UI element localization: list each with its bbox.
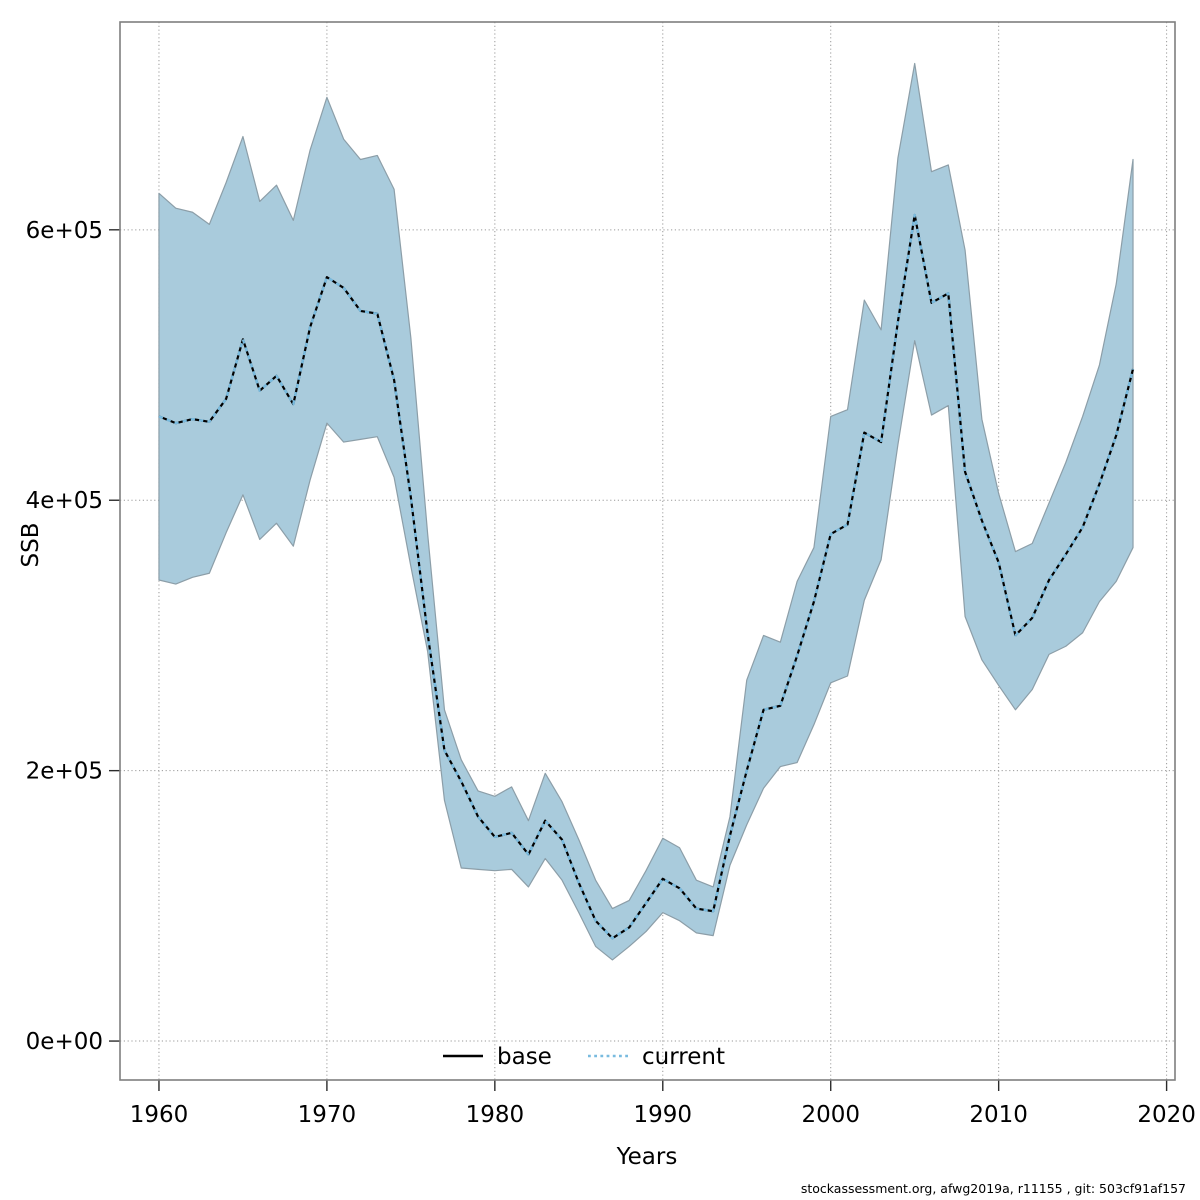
x-tick-label: 1970 — [298, 1102, 357, 1128]
y-axis-title: SSB — [18, 523, 44, 568]
current-line — [158, 213, 1135, 940]
footer-attribution: stockassessment.org, afwg2019a, r11155 ,… — [801, 1181, 1186, 1196]
x-tick-label: 2000 — [801, 1102, 860, 1128]
data-layer — [158, 62, 1135, 961]
x-tick-label: 1990 — [634, 1102, 693, 1128]
axis-layer: 1960 1970 1980 1990 2000 2010 2020 0e+00 2e+05 4e… — [26, 218, 1196, 1128]
plot-border — [119, 21, 1176, 1081]
x-tick-label: 2020 — [1137, 1102, 1196, 1128]
y-tick-label: 6e+05 — [26, 218, 103, 244]
legend: base current — [443, 1044, 725, 1070]
confidence-band — [158, 62, 1134, 961]
legend-base-label: base — [497, 1044, 552, 1070]
legend-current-label: current — [642, 1044, 725, 1070]
y-tick-label: 0e+00 — [26, 1029, 103, 1055]
x-tick-label: 1980 — [466, 1102, 525, 1128]
y-tick-label: 2e+05 — [26, 759, 103, 785]
x-axis-title: Years — [616, 1144, 678, 1170]
y-tick-label: 4e+05 — [26, 488, 103, 514]
x-tick-label: 2010 — [969, 1102, 1028, 1128]
x-tick-label: 1960 — [130, 1102, 189, 1128]
